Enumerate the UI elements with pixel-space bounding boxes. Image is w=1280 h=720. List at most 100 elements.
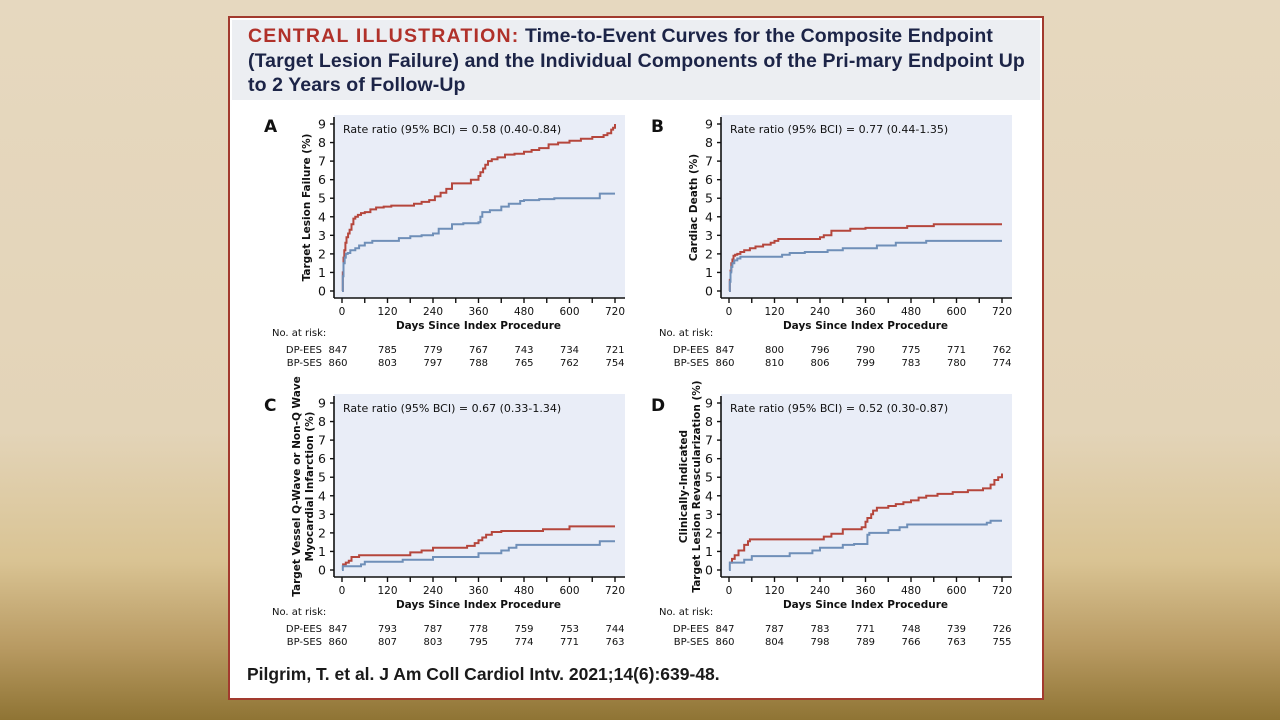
x-tick-label: 480 — [514, 306, 534, 318]
at-risk-row-name: BP-SES — [287, 637, 322, 648]
y-tick-label: 3 — [318, 228, 326, 243]
plot-background — [334, 394, 625, 577]
y-tick-label: 9 — [318, 117, 326, 132]
title-lead: CENTRAL ILLUSTRATION: — [248, 25, 520, 47]
at-risk-value: 793 — [378, 624, 397, 635]
at-risk-value: 771 — [856, 624, 875, 635]
y-tick-label: 5 — [705, 470, 713, 485]
at-risk-value: 774 — [992, 358, 1011, 369]
at-risk-value: 721 — [605, 345, 624, 356]
series-line-dp-ees — [729, 473, 1003, 564]
at-risk-value: 788 — [469, 358, 488, 369]
at-risk-value: 779 — [423, 345, 442, 356]
y-tick-label: 1 — [318, 544, 326, 559]
at-risk-value: 765 — [514, 358, 533, 369]
at-risk-value: 734 — [560, 345, 579, 356]
y-tick-label: 4 — [318, 209, 326, 224]
y-tick-label: 4 — [318, 488, 326, 503]
series-line-bp-ses — [728, 239, 1002, 292]
at-risk-value: 847 — [715, 624, 734, 635]
at-risk-value: 799 — [856, 358, 875, 369]
x-tick-label: 240 — [423, 585, 443, 597]
y-axis-label: Myocardial Infarction (%) — [304, 412, 316, 562]
series-line-dp-ees — [341, 124, 616, 292]
at-risk-value: 739 — [947, 624, 966, 635]
y-tick-label: 3 — [705, 228, 713, 243]
plot-background — [721, 394, 1012, 577]
at-risk-value: 860 — [328, 637, 347, 648]
plot-background — [721, 115, 1012, 298]
y-tick-label: 6 — [705, 172, 713, 187]
y-tick-label: 4 — [705, 209, 713, 224]
at-risk-value: 767 — [469, 345, 488, 356]
chart-svg: C 0 1 2 3 4 5 6 7 8 9 0 120 240 360 480 600 720 Days Since… — [264, 376, 625, 648]
y-tick-label: 8 — [318, 135, 326, 150]
at-risk-value: 763 — [605, 637, 624, 648]
x-tick-label: 720 — [992, 585, 1012, 597]
x-tick-label: 0 — [339, 585, 346, 597]
y-axis-label: Target Lesion Failure (%) — [301, 134, 313, 282]
citation: Pilgrim, T. et al. J Am Coll Cardiol Int… — [247, 664, 720, 684]
at-risk-label: No. at risk: — [272, 607, 326, 618]
at-risk-row-name: DP-EES — [286, 624, 322, 635]
x-tick-label: 480 — [901, 585, 921, 597]
x-tick-label: 0 — [726, 585, 733, 597]
at-risk-value: 753 — [560, 624, 579, 635]
y-tick-label: 0 — [318, 563, 326, 578]
at-risk-value: 847 — [328, 624, 347, 635]
at-risk-value: 803 — [423, 637, 442, 648]
y-tick-label: 4 — [705, 488, 713, 503]
x-axis-label: Days Since Index Procedure — [783, 599, 948, 611]
x-axis-label: Days Since Index Procedure — [396, 599, 561, 611]
rate-ratio-annotation: Rate ratio (95% BCI) = 0.58 (0.40-0.84) — [343, 123, 561, 136]
at-risk-value: 771 — [560, 637, 579, 648]
rate-ratio-annotation: Rate ratio (95% BCI) = 0.67 (0.33-1.34) — [343, 402, 561, 415]
x-tick-label: 720 — [605, 585, 625, 597]
x-tick-label: 360 — [468, 306, 488, 318]
y-tick-label: 5 — [318, 470, 326, 485]
at-risk-row-name: BP-SES — [287, 358, 322, 369]
y-tick-label: 6 — [318, 172, 326, 187]
at-risk-value: 810 — [765, 358, 784, 369]
at-risk-value: 783 — [901, 358, 920, 369]
at-risk-value: 762 — [992, 345, 1011, 356]
at-risk-value: 796 — [810, 345, 829, 356]
y-tick-label: 2 — [705, 246, 713, 261]
y-tick-label: 8 — [705, 414, 713, 429]
y-tick-label: 7 — [318, 154, 326, 169]
illustration-title: CENTRAL ILLUSTRATION: Time-to-Event Curv… — [248, 24, 1028, 98]
x-tick-label: 600 — [559, 306, 579, 318]
at-risk-value: 744 — [605, 624, 624, 635]
at-risk-value: 795 — [469, 637, 488, 648]
x-tick-label: 480 — [514, 585, 534, 597]
y-axis-label: Target Lesion Revascularization (%) — [691, 380, 703, 592]
at-risk-value: 783 — [810, 624, 829, 635]
at-risk-value: 748 — [901, 624, 920, 635]
at-risk-value: 780 — [947, 358, 966, 369]
at-risk-value: 860 — [715, 637, 734, 648]
x-axis-label: Days Since Index Procedure — [783, 320, 948, 332]
y-tick-label: 9 — [705, 117, 713, 132]
at-risk-value: 774 — [514, 637, 533, 648]
y-tick-label: 0 — [705, 284, 713, 299]
x-tick-label: 720 — [992, 306, 1012, 318]
at-risk-value: 743 — [514, 345, 533, 356]
series-line-bp-ses — [341, 192, 615, 292]
y-tick-label: 5 — [705, 191, 713, 206]
chart-svg: B 0 1 2 3 4 5 6 7 8 9 0 120 240 360 480 600 720 Days Since… — [651, 115, 1012, 369]
y-tick-label: 7 — [705, 433, 713, 448]
at-risk-value: 807 — [378, 637, 397, 648]
y-tick-label: 3 — [705, 507, 713, 522]
at-risk-value: 762 — [560, 358, 579, 369]
x-tick-label: 120 — [764, 585, 784, 597]
y-tick-label: 8 — [705, 135, 713, 150]
at-risk-label: No. at risk: — [272, 328, 326, 339]
y-tick-label: 2 — [318, 525, 326, 540]
x-tick-label: 0 — [726, 306, 733, 318]
at-risk-value: 785 — [378, 345, 397, 356]
at-risk-value: 778 — [469, 624, 488, 635]
at-risk-label: No. at risk: — [659, 607, 713, 618]
at-risk-value: 726 — [992, 624, 1011, 635]
y-tick-label: 1 — [318, 265, 326, 280]
at-risk-value: 763 — [947, 637, 966, 648]
